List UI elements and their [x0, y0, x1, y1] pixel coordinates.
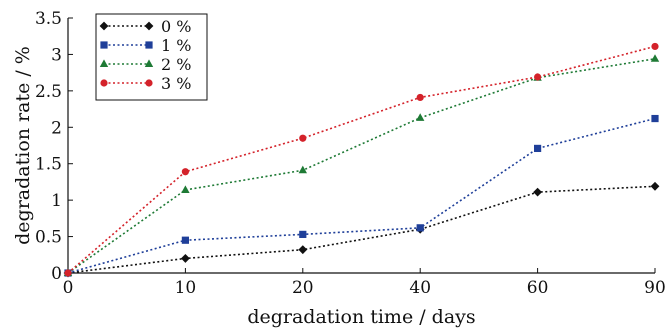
data-point [534, 144, 542, 153]
data-point [299, 230, 307, 238]
x-tick-label: 0 [63, 278, 74, 298]
x-axis-title: degradation time / days [247, 306, 475, 328]
legend-item: 3 % [100, 74, 191, 93]
y-tick-label: 3.5 [35, 9, 62, 29]
legend-label: 3 % [161, 74, 191, 93]
series-line [67, 185, 656, 274]
data-point [534, 73, 542, 81]
x-tick-label: 20 [292, 278, 314, 298]
legend-marker-start [99, 21, 109, 31]
series-line [67, 45, 656, 274]
legend-marker-end [144, 59, 154, 67]
y-tick-label: 3 [51, 45, 62, 65]
data-point [298, 245, 308, 255]
legend-item: 2 % [99, 55, 191, 74]
y-tick-label: 1 [51, 191, 62, 211]
legend-marker-end [145, 41, 153, 49]
legend-marker-start [100, 79, 108, 87]
data-point [651, 42, 659, 51]
data-point [533, 187, 542, 197]
legend-label: 0 % [161, 17, 191, 36]
data-point [181, 254, 190, 263]
legend-marker-end [144, 21, 154, 31]
legend-item: 1 % [100, 36, 191, 55]
series-1 [64, 114, 659, 277]
data-point [181, 168, 189, 176]
y-tick-label: 0 [51, 264, 62, 284]
data-point [64, 269, 72, 277]
data-point [298, 165, 307, 174]
x-tick-label: 90 [644, 278, 666, 298]
y-tick-label: 2 [51, 118, 62, 138]
y-tick-label: 2.5 [35, 82, 62, 102]
legend-box [95, 13, 208, 101]
series-3 [64, 42, 659, 277]
data-point [299, 134, 307, 142]
x-tick-label: 40 [409, 278, 431, 298]
legend: 0 %1 %2 %3 % [95, 13, 208, 101]
legend-marker-start [100, 41, 108, 49]
data-point [416, 113, 425, 121]
y-tick-label: 0.5 [35, 228, 62, 248]
y-axis-ticks: 0 0.5 1 1.5 2 2.5 3 3.5 [35, 9, 73, 284]
y-axis-title: degradation rate / % [12, 46, 34, 245]
y-tick-label: 1.5 [35, 155, 62, 175]
x-axis-ticks: 0 10 20 40 60 90 [63, 268, 666, 298]
x-tick-label: 10 [175, 278, 197, 298]
data-point [416, 224, 424, 232]
legend-marker-start [99, 59, 109, 67]
chart-axes [67, 18, 655, 274]
legend-item: 0 % [99, 17, 191, 36]
data-point [181, 185, 190, 193]
data-point [650, 54, 660, 62]
legend-label: 1 % [161, 36, 191, 55]
data-point [416, 93, 424, 102]
series-line [67, 117, 656, 274]
legend-marker-end [145, 79, 153, 87]
data-point [650, 181, 660, 191]
data-point [181, 236, 189, 244]
series-layer [63, 42, 660, 278]
legend-label: 2 % [161, 55, 191, 74]
data-point [651, 114, 659, 123]
series-0 [63, 181, 660, 278]
x-tick-label: 60 [527, 278, 549, 298]
